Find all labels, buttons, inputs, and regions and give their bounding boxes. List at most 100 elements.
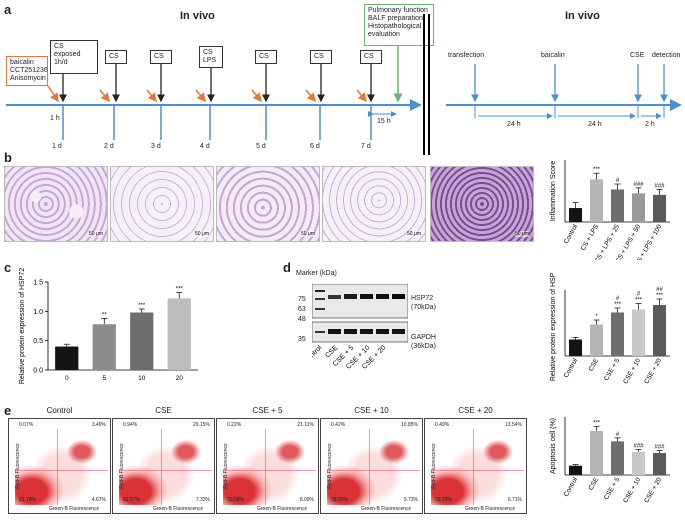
cs-box: CS <box>255 50 277 64</box>
scale-bar: 50 μm <box>515 231 529 237</box>
y-tick-label: 1.5 <box>33 280 43 287</box>
panel-label-e: e <box>4 403 12 418</box>
significance-label: *** <box>176 287 184 293</box>
day-label: 5 d <box>256 143 266 150</box>
bar <box>589 179 604 222</box>
bar <box>589 430 604 475</box>
y-axis-label: Relative protein expression of HSP72 <box>19 268 26 384</box>
quadrant-ll: 79.29% <box>435 497 452 503</box>
facs-scatter <box>327 429 420 505</box>
quadrant-ll: 62.57% <box>123 497 140 503</box>
band-label-bottom: GAPDH (36kDa) <box>411 333 436 351</box>
y-axis-label: Inflammation Score <box>550 161 557 221</box>
facs-plot: 0.42% 10.85% 78.50% 9.73% Green-B Fluore… <box>320 418 423 514</box>
cs-line: CS <box>54 43 64 50</box>
significance-label: ### <box>654 445 665 451</box>
cs-box: CS <box>105 50 127 64</box>
y-axis-label: Red-B Fluorescence <box>430 443 437 489</box>
timeline-diagram <box>6 14 682 155</box>
quadrant-ur: 21.11% <box>297 422 314 428</box>
marker-label: Marker (kDa) <box>296 270 337 277</box>
marker-values-top: 75 63 48 <box>298 295 306 325</box>
quadrant-ul: 0.07% <box>19 422 34 428</box>
day-label: 7 d <box>361 143 371 150</box>
significance-label: # <box>637 292 641 298</box>
interval-label: 24 h <box>588 121 602 128</box>
day-label: 3 d <box>151 143 161 150</box>
significance-label: *** <box>138 303 146 309</box>
facs-plot: 0.22% 21.11% 70.58% 8.09% Green-B Fluore… <box>216 418 319 514</box>
x-axis-label: Green-B Fluorescence <box>257 506 308 512</box>
pulmonary-box: Pulmonary function BALF preparation Hist… <box>364 4 434 46</box>
bar <box>589 324 604 356</box>
gapdh-band <box>328 329 341 334</box>
facs-scatter <box>223 429 316 505</box>
hsp72-band <box>328 295 341 299</box>
treatment-line: CCT251236 <box>10 67 48 74</box>
x-axis-label: Green-B Fluorescence <box>49 506 100 512</box>
interval-label: 2 h <box>645 121 655 128</box>
scale-bar: 50 μm <box>195 231 209 237</box>
bar <box>652 194 667 222</box>
category-label: Control <box>563 357 580 379</box>
significance-label: ### <box>633 182 644 188</box>
bar <box>631 193 646 222</box>
lung-histology-image: 50 μm <box>110 166 214 242</box>
quadrant-ll: 91.78% <box>19 497 36 503</box>
y-tick-label: 0.0 <box>33 368 43 375</box>
lung-histology-image: 50 μm <box>430 166 534 242</box>
category-label: CSE <box>587 476 600 492</box>
significance-label: # <box>616 432 620 438</box>
significance-label: *** <box>614 302 622 308</box>
gapdh-band <box>360 329 373 334</box>
facs-title: CSE + 10 <box>354 406 389 415</box>
quadrant-ul: 0.94% <box>123 422 138 428</box>
cs-lps-line: CS <box>203 49 213 56</box>
pulmonary-line: evaluation <box>368 31 400 38</box>
quadrant-ur: 3.49% <box>91 422 106 428</box>
lane-label: Control <box>312 344 324 365</box>
bar <box>167 298 191 370</box>
category-label: Control <box>563 476 580 498</box>
bar <box>631 451 646 475</box>
facs-plot: 0.49% 13.54% 79.29% 6.71% Green-B Fluore… <box>424 418 527 514</box>
panel-label-a: a <box>4 2 12 17</box>
cs-line: exposed <box>54 51 81 58</box>
bar <box>652 452 667 475</box>
event-label: CSE <box>630 52 645 59</box>
marker-value: 48 <box>298 316 306 323</box>
scale-bar: 50 μm <box>407 231 421 237</box>
quadrant-lr: 8.09% <box>299 497 314 503</box>
category-label: 0 <box>65 375 69 382</box>
quadrant-lr: 7.33% <box>195 497 210 503</box>
gapdh-band <box>344 329 357 334</box>
cs-box: CS <box>310 50 332 64</box>
bar <box>610 441 625 475</box>
apoptosis-chart: Apoptosis cell (%) Control *** CSE # CSE + 5 #… <box>550 417 670 504</box>
category-label: CS + LPS <box>580 223 601 252</box>
significance-label: ## <box>656 287 663 293</box>
gapdh-band <box>392 329 405 334</box>
marker-band <box>315 298 325 300</box>
band-size: (70kDa) <box>411 304 436 311</box>
right-title: In vivo <box>565 10 600 22</box>
category-label: Control <box>563 223 580 245</box>
left-title: In vivo <box>180 10 215 22</box>
lung-histology-image: 50 μm <box>322 166 426 242</box>
bar <box>568 465 583 475</box>
one-hour-label: 1 h <box>50 115 60 122</box>
cs-line: 1h/d <box>54 59 68 66</box>
marker-band <box>315 308 325 310</box>
treatment-line: Anisomycin <box>10 75 46 82</box>
significance-label: *** <box>656 293 664 299</box>
y-axis-label: Relative protein expression of HSP72 <box>550 272 557 381</box>
category-label: CSE + 5 <box>603 357 621 382</box>
significance-label: * <box>595 314 598 320</box>
bar <box>610 189 625 222</box>
event-label: detection <box>652 52 681 59</box>
x-axis-label: Green-B Fluorescence <box>361 506 412 512</box>
y-axis-label: Red-B Fluorescence <box>14 443 21 489</box>
marker-value: 63 <box>298 306 306 313</box>
cs-lps-line: LPS <box>203 57 217 64</box>
